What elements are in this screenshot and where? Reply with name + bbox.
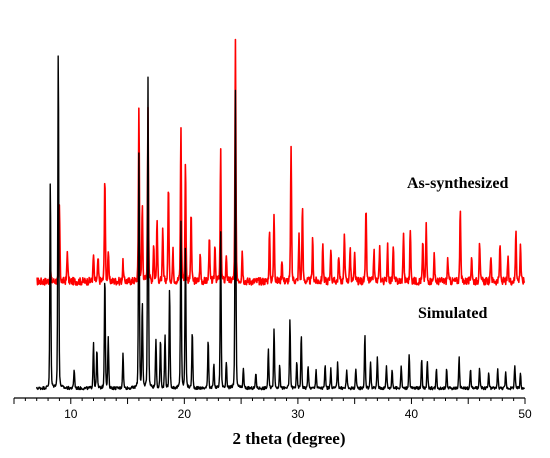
x-tick-label: 30 xyxy=(291,407,305,421)
x-tick-label: 10 xyxy=(64,407,78,421)
as-synthesized-pattern-line xyxy=(36,38,526,286)
x-axis-title: 2 theta (degree) xyxy=(233,429,346,448)
series-label-as-synthesized: As-synthesized xyxy=(407,175,508,192)
x-tick-label: 40 xyxy=(405,407,419,421)
x-axis-ticks: 10 20 30 40 50 xyxy=(13,398,532,421)
x-tick-label: 50 xyxy=(518,407,532,421)
x-tick-label: 20 xyxy=(178,407,192,421)
series-label-simulated: Simulated xyxy=(418,305,487,322)
simulated-pattern-line xyxy=(36,55,526,391)
